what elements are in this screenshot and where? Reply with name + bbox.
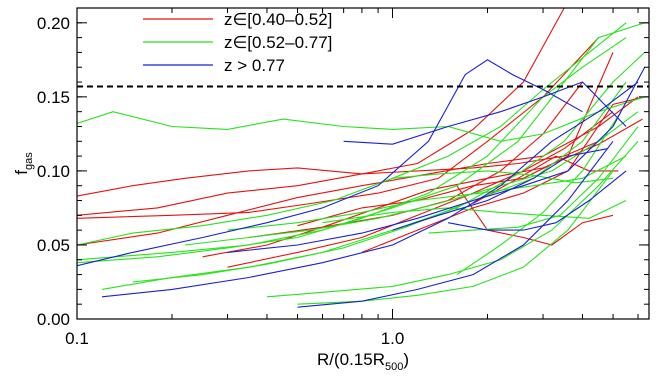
x-axis-title-subscript: 500	[385, 361, 403, 373]
y-axis-title-main: f	[12, 170, 31, 175]
legend-label-2: z∈[0.52–0.77]	[224, 33, 332, 52]
y-tick-label: 0.15	[37, 88, 70, 107]
series-line-group2-3	[77, 22, 645, 261]
y-tick-label: 0.10	[37, 162, 70, 181]
series-line-group1-3	[77, 37, 600, 219]
legend: z∈[0.40–0.52] z∈[0.52–0.77] z > 0.77	[143, 10, 332, 75]
series-line-group1-6	[227, 111, 614, 268]
series-line-group2-6	[132, 81, 627, 283]
y-axis-title: fgas	[12, 152, 35, 175]
series-line-group2-9	[266, 140, 639, 298]
series-line-group2-7	[184, 111, 639, 246]
series-line-group1-10	[456, 185, 614, 246]
x-tick-label: 0.1	[65, 329, 89, 348]
axis-ticks: 0.00 0.05 0.10 0.15 0.20 0.1 1.0	[37, 7, 649, 348]
legend-label-1: z∈[0.40–0.52]	[224, 10, 332, 29]
series-layer	[77, 8, 646, 308]
series-line-group3-7	[447, 170, 627, 231]
y-tick-label: 0.00	[37, 310, 70, 329]
x-axis-title-main: R/(0.15R	[317, 350, 385, 369]
series-line-group1-11	[472, 155, 619, 204]
series-line-group1-4	[77, 96, 639, 246]
x-axis-title: R/(0.15R500)	[317, 350, 409, 373]
y-axis-title-subscript: gas	[23, 152, 35, 170]
plot-frame	[76, 7, 650, 320]
series-line-group2-11	[322, 200, 627, 224]
series-line-group3-5	[343, 81, 627, 145]
x-axis-title-close: )	[403, 350, 409, 369]
series-line-group2-1	[77, 96, 645, 142]
series-line-group3-6	[392, 148, 608, 231]
series-line-group1-2	[77, 8, 565, 216]
y-tick-label: 0.05	[37, 236, 70, 255]
series-line-group2-13	[428, 126, 639, 234]
series-line-group1-9	[361, 96, 645, 253]
series-line-group3-4	[297, 140, 614, 308]
series-line-group3-3	[227, 66, 646, 253]
y-tick-label: 0.20	[37, 14, 70, 33]
x-tick-label: 1.0	[381, 329, 405, 348]
series-line-group3-1	[77, 59, 583, 267]
series-line-group2-5	[101, 51, 646, 290]
series-line-group3-2	[101, 81, 639, 298]
legend-label-3: z > 0.77	[224, 56, 285, 75]
series-line-group2-4	[77, 37, 627, 264]
